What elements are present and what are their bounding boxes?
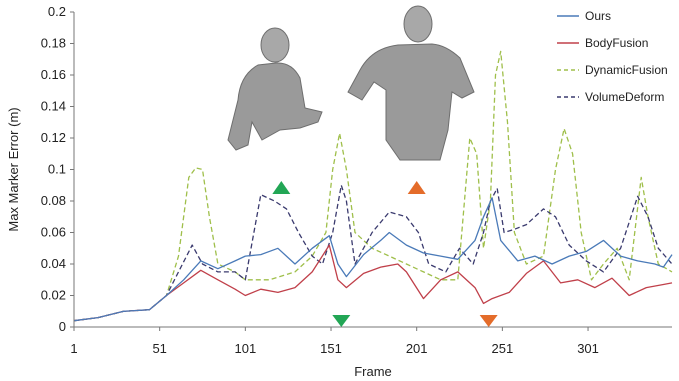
human-body-reconstruction-2-head [403,5,433,43]
marker-triangle-down [479,315,498,327]
x-tick-label: 201 [406,341,428,356]
human-body-reconstruction-2-torso [347,43,475,161]
x-tick-label: 251 [492,341,514,356]
x-tick-label: 51 [152,341,166,356]
human-body-reconstruction-1-head [260,27,290,63]
x-tick-label: 101 [234,341,256,356]
series-line-dynamicfusion [73,50,673,322]
x-tick-label: 1 [70,341,77,356]
y-tick-label: 0.16 [41,67,66,82]
legend-label-ours: Ours [585,9,611,23]
y-tick-label: 0.18 [41,36,66,51]
annotation-markers [272,181,498,327]
marker-triangle-up [272,181,291,194]
legend-label-bodyfusion: BodyFusion [585,36,648,50]
series-line-ours [73,197,673,322]
human-body-reconstruction-1 [227,27,323,151]
axes: 0 0.02 0.04 0.06 0.08 0.1 0.12 0.14 0.16 0.18 0.2 1… [41,4,672,356]
series-line-bodyfusion [73,244,673,322]
human-body-reconstruction-2 [347,5,475,161]
y-tick-label: 0.14 [41,99,66,114]
series-layer [73,50,673,322]
y-tick-label: 0.08 [41,193,66,208]
legend: Ours BodyFusion DynamicFusion VolumeDeform [557,9,668,104]
y-tick-label: 0.04 [41,256,66,271]
marker-triangle-down [332,315,351,327]
y-tick-label: 0.12 [41,130,66,145]
x-tick-label: 301 [577,341,599,356]
y-tick-label: 0.1 [48,162,66,177]
y-tick-label: 0.06 [41,225,66,240]
legend-label-volumedeform: VolumeDeform [585,90,664,104]
marker-triangle-up [407,181,426,194]
y-tick-label: 0 [59,319,66,334]
y-tick-label: 0.02 [41,288,66,303]
series-line-volumedeform [73,184,673,322]
x-tick-label: 151 [320,341,342,356]
y-axis-title: Max Marker Error (m) [6,107,21,231]
y-tick-label: 0.2 [48,4,66,19]
legend-label-dynamicfusion: DynamicFusion [585,63,668,77]
x-axis-title: Frame [354,364,392,379]
inset-figures [227,5,475,161]
human-body-reconstruction-1-torso [227,62,323,151]
